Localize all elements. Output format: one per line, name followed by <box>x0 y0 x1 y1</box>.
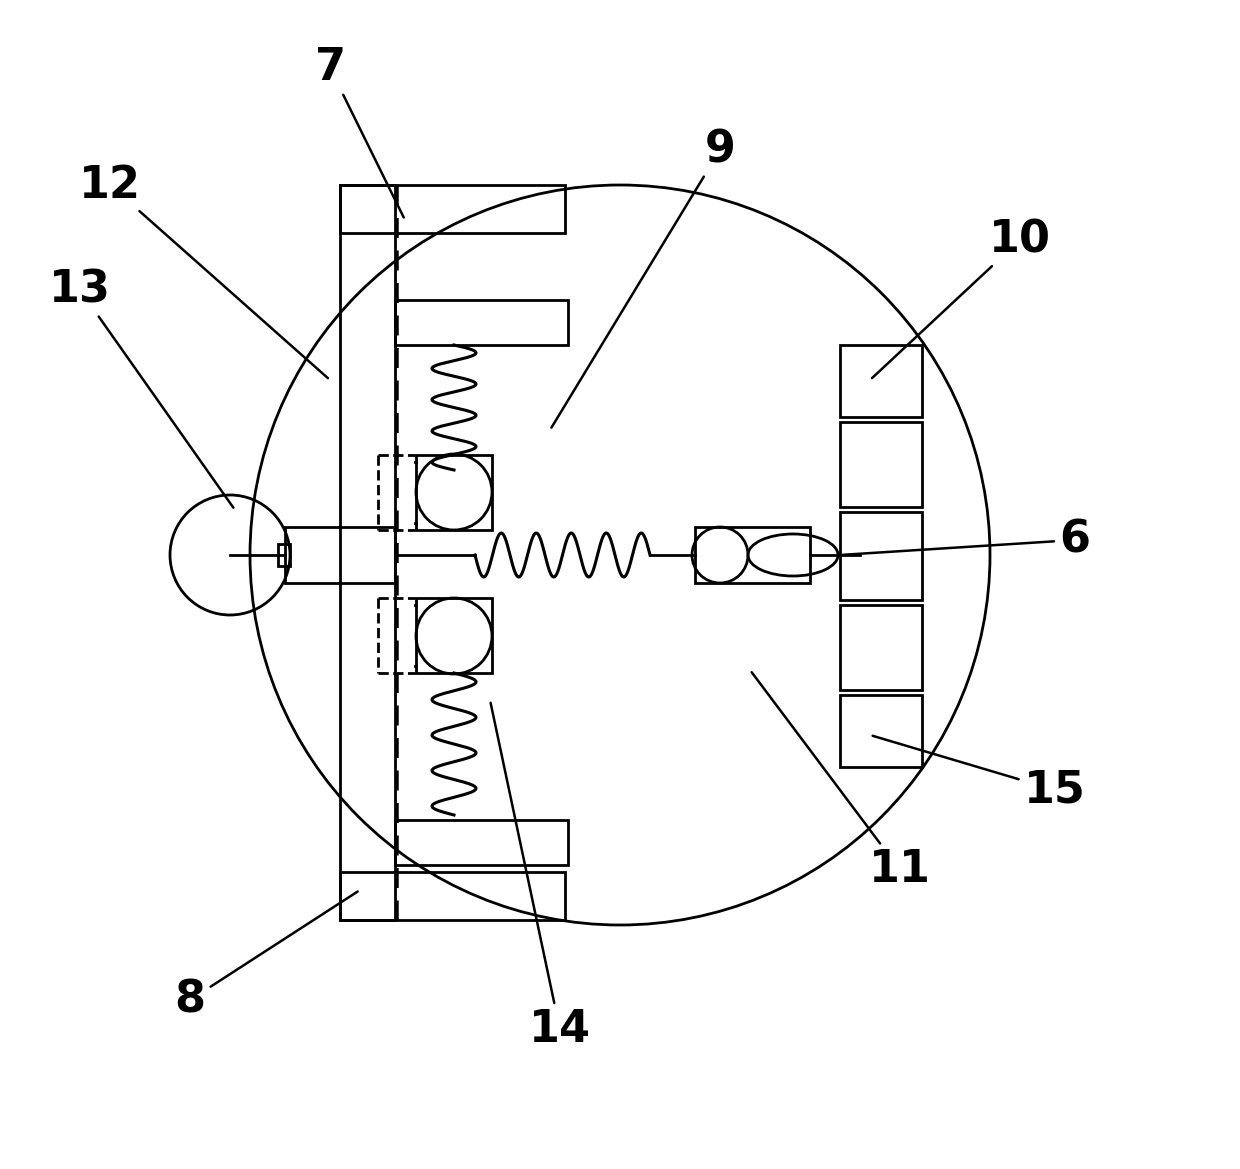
Bar <box>340 185 396 920</box>
Bar <box>396 819 568 865</box>
Text: 12: 12 <box>79 164 327 378</box>
Text: 9: 9 <box>552 129 735 428</box>
Text: 10: 10 <box>872 219 1052 378</box>
Bar <box>340 185 565 233</box>
Text: 8: 8 <box>175 892 357 1022</box>
Bar <box>694 527 810 583</box>
Bar <box>839 696 923 767</box>
Bar <box>278 544 290 566</box>
Text: 11: 11 <box>751 672 931 892</box>
Bar <box>839 606 923 690</box>
Bar <box>340 872 565 920</box>
Bar <box>415 599 492 673</box>
Text: 7: 7 <box>315 47 404 217</box>
Text: 6: 6 <box>843 519 1090 561</box>
Bar <box>285 527 396 583</box>
Bar <box>839 345 923 417</box>
Bar <box>839 422 923 507</box>
Text: 13: 13 <box>50 269 233 507</box>
Bar <box>415 455 492 530</box>
Bar <box>839 512 923 600</box>
Text: 15: 15 <box>873 735 1086 811</box>
Bar <box>396 300 568 345</box>
Text: 14: 14 <box>491 703 591 1051</box>
